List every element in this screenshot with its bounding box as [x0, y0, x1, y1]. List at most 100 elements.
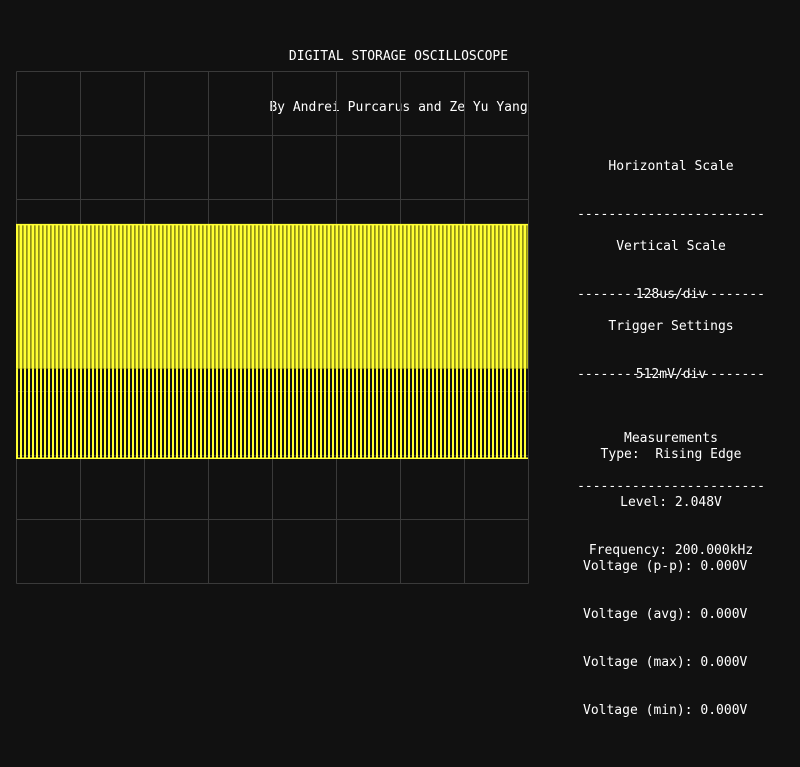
trace-pulse [120, 368, 122, 459]
trace-gap [458, 224, 460, 369]
trace-pulse [400, 368, 402, 459]
trace-gap [118, 224, 120, 369]
trace-gap [514, 224, 516, 369]
trace-pulse [440, 368, 442, 459]
trace-pulse [40, 368, 42, 459]
trace-pulse [208, 368, 210, 459]
trace-gap [286, 224, 288, 369]
trace-gap [518, 224, 520, 369]
trace-gap [434, 224, 436, 369]
page-title: DIGITAL STORAGE OSCILLOSCOPE [288, 49, 509, 64]
trace-pulse [292, 368, 294, 459]
trace-gap [386, 224, 388, 369]
trace-pulse [300, 368, 302, 459]
title-block: DIGITAL STORAGE OSCILLOSCOPE By Andrei P… [0, 14, 800, 133]
trace-pulse [88, 368, 90, 459]
trace-gap [158, 224, 160, 369]
trace-gap [126, 224, 128, 369]
trace-pulse [204, 368, 206, 459]
trace-gap [330, 224, 332, 369]
trace-pulse [144, 368, 146, 459]
trace-pulse [316, 368, 318, 459]
trace-pulse [308, 368, 310, 459]
trace-gap [174, 224, 176, 369]
trace-gap [338, 224, 340, 369]
trace-pulse [272, 368, 274, 459]
trace-pulse [44, 368, 46, 459]
trace-pulse [516, 368, 518, 459]
trace-gap [218, 224, 220, 369]
trace-pulse [384, 368, 386, 459]
horizontal-scale-panel: Horizontal Scale -----------------------… [566, 127, 776, 351]
trace-pulse [108, 368, 110, 459]
trace-gap [266, 224, 268, 369]
voltage-avg: Voltage (avg): 0.000V [583, 607, 748, 622]
trace-pulse [80, 368, 82, 459]
trace-gap [254, 224, 256, 369]
trace-gap [38, 224, 40, 369]
trace-gap [426, 224, 428, 369]
trace-pulse [56, 368, 58, 459]
trace-gap [378, 224, 380, 369]
trace-gap [206, 224, 208, 369]
trace-gap [390, 224, 392, 369]
trace-gap [494, 224, 496, 369]
trace-pulse [24, 368, 26, 459]
trace-gap [282, 224, 284, 369]
waveform-trace [16, 223, 528, 459]
trace-gap [402, 224, 404, 369]
trace-pulse [376, 368, 378, 459]
trace-gap [366, 224, 368, 369]
trace-pulse [488, 368, 490, 459]
trace-pulse [520, 368, 522, 459]
trace-pulse [252, 368, 254, 459]
trace-gap [306, 224, 308, 369]
trace-gap [526, 224, 528, 369]
trace-gap [394, 224, 396, 369]
trace-pulse [224, 368, 226, 459]
trace-gap [322, 224, 324, 369]
trace-gap [342, 224, 344, 369]
trace-pulse [312, 368, 314, 459]
trace-pulse [284, 368, 286, 459]
trace-gap [202, 224, 204, 369]
trigger-settings-divider: ------------------------ [577, 367, 765, 382]
trace-pulse [216, 368, 218, 459]
trace-gap [478, 224, 480, 369]
trace-pulse [500, 368, 502, 459]
trace-pulse [260, 368, 262, 459]
trace-pulse [140, 368, 142, 459]
trace-gap [274, 224, 276, 369]
trace-pulse [424, 368, 426, 459]
trace-gap [94, 224, 96, 369]
trace-pulse [336, 368, 338, 459]
trace-pulse [464, 368, 466, 459]
trace-gap [374, 224, 376, 369]
trace-pulse [48, 368, 50, 459]
trace-pulse [352, 368, 354, 459]
trace-gap [194, 224, 196, 369]
trace-pulse [124, 368, 126, 459]
trace-pulse [460, 368, 462, 459]
trace-pulse [180, 368, 182, 459]
trace-pulse [72, 368, 74, 459]
trace-pulse [200, 368, 202, 459]
trace-pulse [60, 368, 62, 459]
trace-gap [462, 224, 464, 369]
trigger-type: Type: Rising Edge [600, 447, 742, 462]
trace-gap [318, 224, 320, 369]
trace-pulse [248, 368, 250, 459]
trace-pulse [220, 368, 222, 459]
trace-gap [290, 224, 292, 369]
trace-pulse [388, 368, 390, 459]
trace-pulse [304, 368, 306, 459]
trace-pulse [184, 368, 186, 459]
trace-gap [278, 224, 280, 369]
trace-pulse [472, 368, 474, 459]
trace-gap [354, 224, 356, 369]
trace-gap [162, 224, 164, 369]
trace-gap [270, 224, 272, 369]
trace-gap [474, 224, 476, 369]
trace-gap [510, 224, 512, 369]
trigger-frequency: Frequency: 200.000kHz [588, 543, 754, 558]
